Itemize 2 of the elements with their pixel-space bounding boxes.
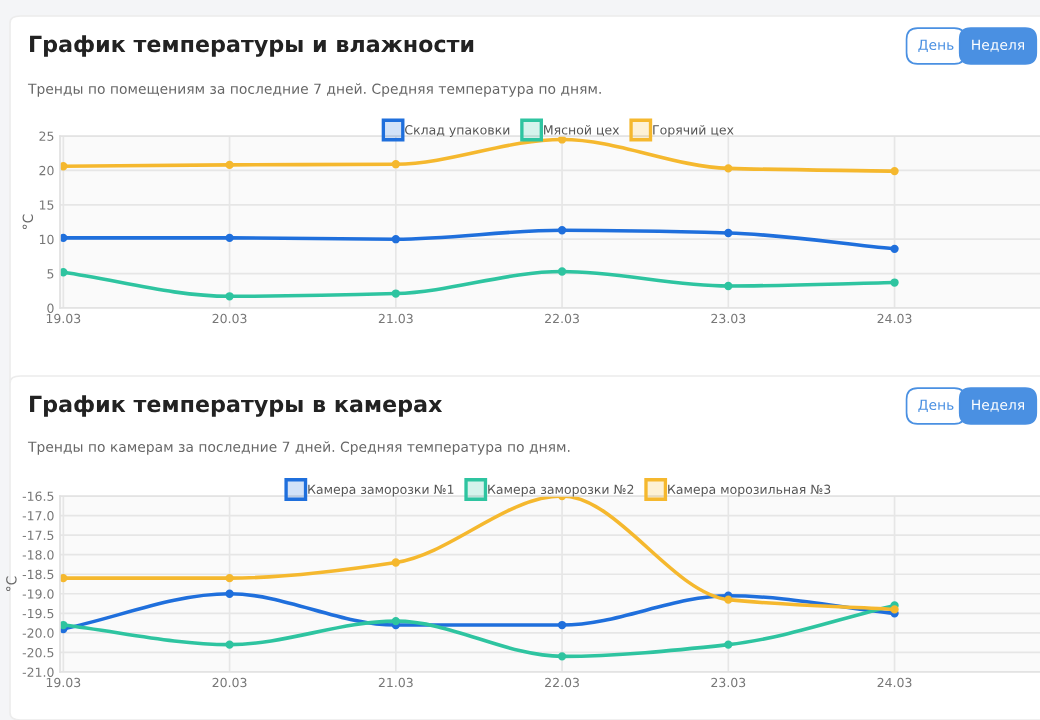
chart-title: График температуры и влажности: [30, 35, 474, 57]
chart-title: График температуры в камерах: [30, 395, 443, 417]
